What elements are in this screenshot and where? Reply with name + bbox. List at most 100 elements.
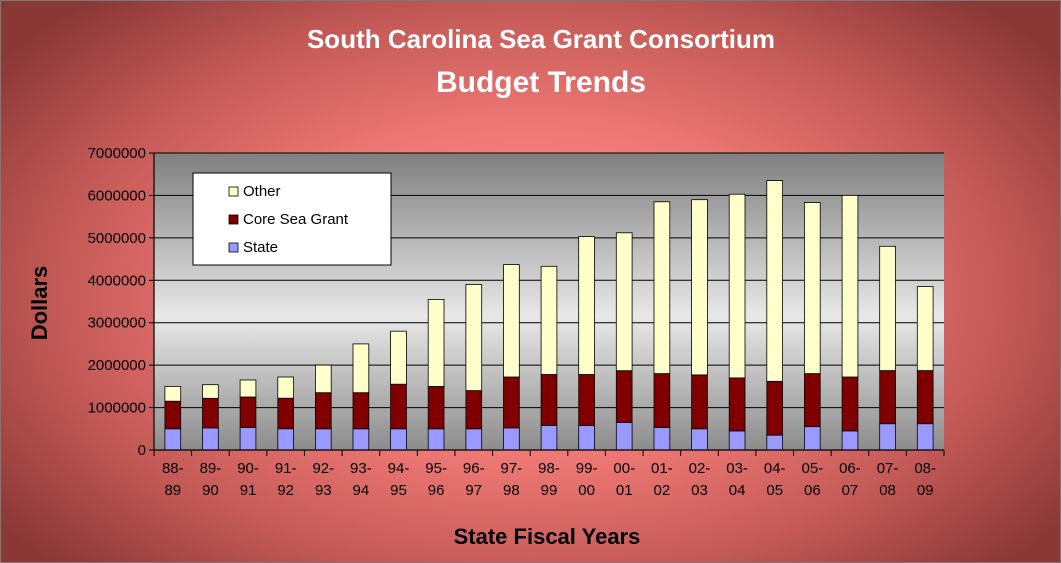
x-tick-label: 06-07 [839,460,861,499]
x-tick-label: 02-03 [689,460,711,499]
x-tick-label: 90-91 [237,460,259,499]
bar-core-sea-grant [804,373,821,428]
bar-core-sea-grant [390,383,407,430]
bar-other [352,343,370,394]
x-tick-label: 00-01 [613,460,635,499]
bar-other [804,202,821,375]
legend-swatch [228,186,239,197]
legend-label: State [243,239,278,256]
bar-state [202,427,219,451]
bar-other [691,199,708,376]
bar-state [503,427,520,451]
bar-core-sea-grant [277,397,294,430]
x-axis-title: State Fiscal Years [454,524,641,549]
x-tick-label: 88-89 [162,460,184,499]
bar-state [164,428,182,451]
bar-state [691,428,708,451]
x-tick-label: 89-90 [200,460,222,499]
bar-state [277,428,294,451]
bar-other [841,194,859,378]
bar-core-sea-grant [766,380,783,436]
y-tick-label: 7000000 [88,145,146,162]
bar-other [540,265,558,375]
x-tick-label: 01-02 [651,460,673,499]
legend-box [192,172,392,266]
x-tick-label: 98-99 [538,460,560,499]
bar-core-sea-grant [314,392,332,430]
x-tick-labels: 88-89 89-90 90-91 91-92 92-93 93-94 94-95 95-96… [162,460,936,499]
x-tick-label: 08-09 [914,460,936,499]
bar-other [578,236,595,375]
x-tick-label: 96-97 [463,460,485,499]
x-tick-label: 91-92 [275,460,297,499]
bar-other [653,201,671,375]
bar-state [314,428,332,451]
y-axis-title: Dollars [27,266,52,341]
bar-state [465,428,483,451]
bar-state [841,430,859,451]
x-tick-label: 99-00 [576,460,598,499]
legend-label: Core Sea Grant [243,211,349,228]
bar-other [916,286,934,372]
bar-state [916,423,934,451]
bar-state [540,424,558,451]
x-tick-label: 07-08 [877,460,899,499]
bar-core-sea-grant [728,377,746,432]
legend-swatch [228,242,239,253]
bar-state [653,427,671,451]
bar-state [879,423,896,451]
x-tick-label: 95-96 [425,460,447,499]
bar-core-sea-grant [427,385,445,430]
bar-core-sea-grant [164,400,182,430]
bar-core-sea-grant [615,370,633,423]
legend: Other Core Sea Grant State [192,172,392,266]
x-tick-label: 97-98 [501,460,523,499]
bar-core-sea-grant [916,370,934,425]
bar-other [164,385,182,402]
x-tick-label: 93-94 [350,460,372,499]
y-tick-label: 1000000 [88,400,146,417]
bar-other [239,379,257,398]
chart-subtitle: Budget Trends [436,66,646,99]
x-tick-label: 94-95 [388,460,410,499]
bar-state [390,428,407,451]
bar-core-sea-grant [653,373,671,428]
y-tick-label: 5000000 [88,230,146,247]
axes [153,153,945,456]
x-tick-label: 05-06 [801,460,823,499]
bar-other [728,193,746,379]
bar-core-sea-grant [239,396,257,428]
bar-core-sea-grant [503,376,520,429]
chart-title: South Carolina Sea Grant Consortium [307,24,775,54]
y-tick-label: 0 [138,442,146,459]
legend-label: Other [243,183,281,200]
bar-core-sea-grant [578,374,595,426]
bar-other [465,284,483,391]
bar-state [239,427,257,451]
bar-core-sea-grant [691,374,708,430]
bar-core-sea-grant [841,376,859,432]
bar-core-sea-grant [540,374,558,426]
bar-core-sea-grant [202,397,219,429]
bar-state [352,428,370,451]
bar-other [615,232,633,372]
x-tick-label: 04-05 [764,460,786,499]
bar-state [578,424,595,451]
bar-other [766,180,783,382]
bar-state [427,428,445,451]
bar-other [277,376,294,399]
bar-core-sea-grant [465,390,483,430]
bar-core-sea-grant [352,392,370,430]
y-tick-label: 4000000 [88,272,146,289]
y-tick-labels: 0 1000000 2000000 3000000 4000000 5000000 6000… [88,145,146,459]
bar-other [879,245,896,372]
x-tick-label: 92-93 [312,460,334,499]
bar-other [390,330,407,385]
y-tick-label: 3000000 [88,315,146,332]
bar-state [766,434,783,451]
bar-other [314,364,332,394]
bar-state [615,421,633,451]
bar-state [804,426,821,451]
